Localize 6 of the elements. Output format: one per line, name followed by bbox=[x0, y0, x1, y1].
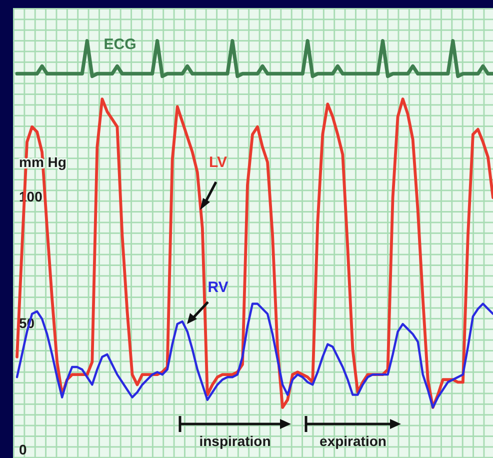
y-tick-label: 0 bbox=[19, 441, 27, 458]
annotation: inspiration bbox=[199, 432, 271, 449]
series-label: RV bbox=[208, 279, 228, 296]
series-label: LV bbox=[208, 154, 228, 172]
series-label: ECG bbox=[104, 36, 136, 54]
annotation: expiration bbox=[320, 432, 386, 449]
